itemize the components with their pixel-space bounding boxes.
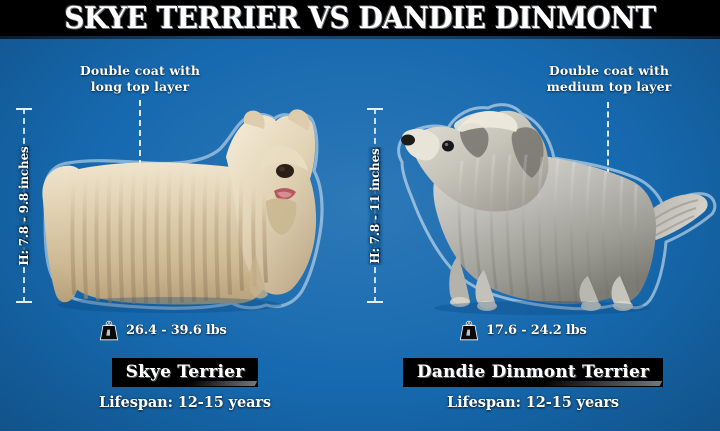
height-label-dandie: H: 7.8 - 11 inches (368, 147, 382, 264)
dandie-dinmont-terrier-photo (392, 100, 718, 315)
leader-line-dandie (607, 102, 609, 194)
nameplate-box-dandie: Dandie Dinmont Terrier (402, 358, 664, 387)
ruler-label-backdrop (367, 146, 384, 265)
weight-row-skye: 26.4 - 39.6 lbs (99, 320, 227, 341)
ruler-cap-bottom (16, 301, 32, 303)
weight-icon-skye (99, 320, 119, 341)
weight-label-skye: 26.4 - 39.6 lbs (126, 323, 227, 338)
nameplate-skye: Skye Terrier Lifespan: 12-15 years (40, 358, 330, 411)
nameplate-box-skye: Skye Terrier (111, 358, 259, 387)
skye-terrier-photo (30, 105, 330, 317)
nameplate-dandie: Dandie Dinmont Terrier Lifespan: 12-15 y… (388, 358, 678, 411)
height-label-skye: H: 7.8 - 9.8 inches (17, 145, 31, 266)
lifespan-dandie: Lifespan: 12-15 years (447, 394, 619, 411)
ruler-cap-top (367, 108, 383, 110)
height-ruler-dandie: H: 7.8 - 11 inches (364, 108, 386, 303)
weight-icon-dandie (459, 320, 479, 341)
height-ruler-skye: H: 7.8 - 9.8 inches (13, 108, 35, 303)
weight-row-dandie: 17.6 - 24.2 lbs (459, 320, 587, 341)
breed-name-dandie: Dandie Dinmont Terrier (416, 362, 650, 382)
ruler-label-backdrop (16, 146, 33, 265)
coat-callout-skye: Double coat with long top layer (79, 63, 201, 94)
ruler-cap-bottom (367, 301, 383, 303)
header-band: SKYE TERRIER VS DANDIE DINMONT (0, 0, 720, 39)
coat-callout-dandie: Double coat with medium top layer (546, 63, 672, 94)
lifespan-skye: Lifespan: 12-15 years (99, 394, 271, 411)
breed-name-skye: Skye Terrier (125, 362, 245, 382)
leader-line-skye (139, 100, 141, 186)
weight-label-dandie: 17.6 - 24.2 lbs (486, 323, 587, 338)
page-title: SKYE TERRIER VS DANDIE DINMONT (64, 1, 656, 36)
ruler-cap-top (16, 108, 32, 110)
